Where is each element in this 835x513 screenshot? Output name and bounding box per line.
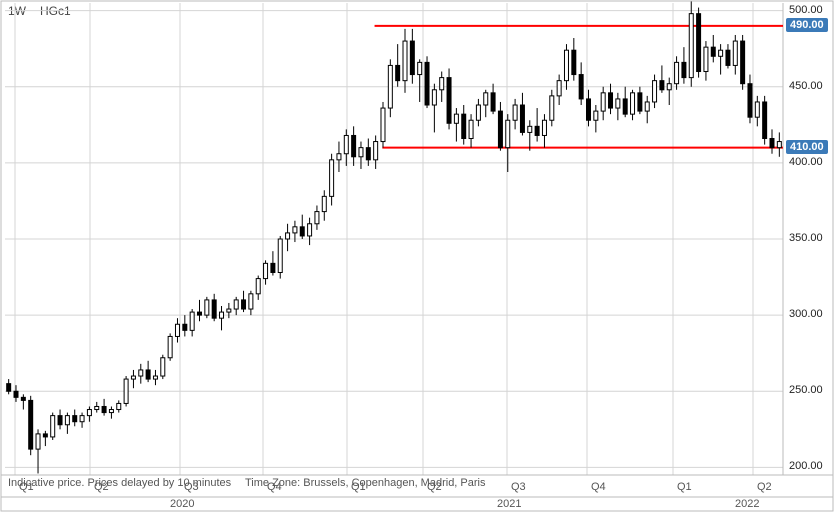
xaxis-quarter-label: Q2 xyxy=(94,481,109,493)
chart-container: 1W HGc1 Indicative price. Prices delayed… xyxy=(0,0,835,513)
xaxis-quarter-label: Q2 xyxy=(427,481,442,493)
yaxis-tick-label: 500.00 xyxy=(789,4,823,16)
xaxis-quarter-label: Q3 xyxy=(184,481,199,493)
yaxis-tick-label: 300.00 xyxy=(789,308,823,320)
xaxis-quarter-label: Q3 xyxy=(511,481,526,493)
price-tag: 490.00 xyxy=(786,18,828,32)
yaxis-tick-label: 200.00 xyxy=(789,460,823,472)
xaxis-quarter-label: Q4 xyxy=(591,481,606,493)
xaxis-quarter-label: Q1 xyxy=(351,481,366,493)
xaxis-quarter-label: Q4 xyxy=(267,481,282,493)
yaxis-tick-label: 250.00 xyxy=(789,384,823,396)
xaxis-quarter-label: Q1 xyxy=(677,481,692,493)
yaxis-tick-label: 450.00 xyxy=(789,80,823,92)
yaxis-tick-label: 400.00 xyxy=(789,156,823,168)
xaxis-quarter-label: Q2 xyxy=(757,481,772,493)
price-tag: 410.00 xyxy=(786,140,828,154)
xaxis-year-label: 2020 xyxy=(170,498,194,510)
candlestick-chart xyxy=(0,0,835,513)
xaxis-quarter-label: Q1 xyxy=(19,481,34,493)
yaxis-tick-label: 350.00 xyxy=(789,232,823,244)
xaxis-year-label: 2021 xyxy=(497,498,521,510)
xaxis-year-label: 2022 xyxy=(735,498,759,510)
